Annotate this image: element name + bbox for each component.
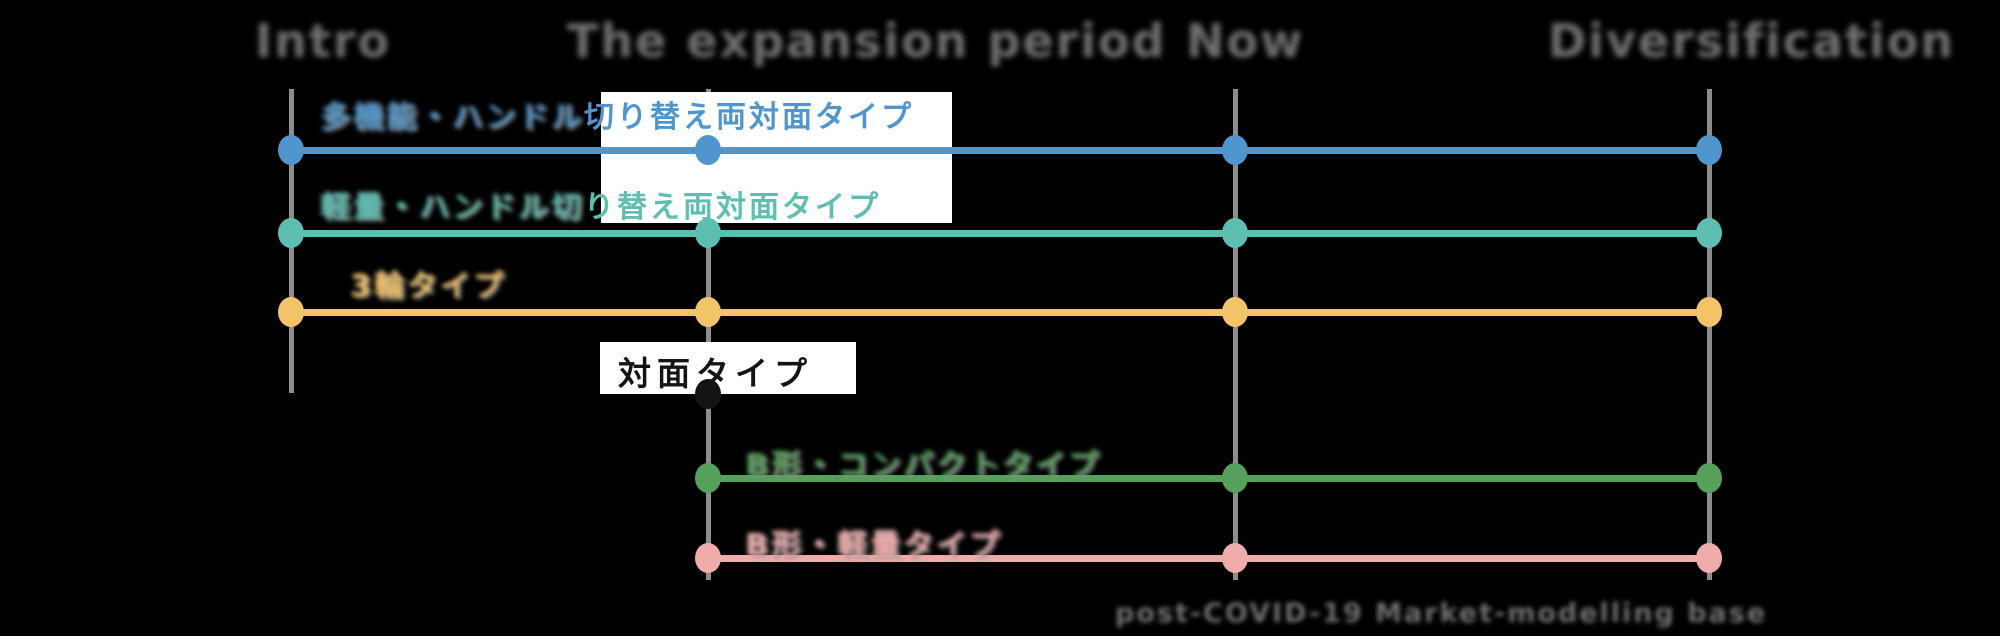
column-header-pixelated: Diversification [1548,14,1956,68]
label-background-box [600,342,856,394]
series-line [708,555,1709,562]
series-line [291,230,1709,237]
series-label: B形・軽量タイプ [745,520,1002,564]
column-header-pixelated: The expansion period [567,14,1167,68]
timeline-column-line [1707,89,1712,580]
timeline-node [1222,135,1248,165]
series-label-clear: り替え両対面タイプ [584,190,881,225]
series-label-pixelated: B形・コンパクトタイプ [745,448,1101,483]
series-label-pixelated: 軽量・ハンドル切 [320,190,584,225]
timeline-node [1696,218,1722,248]
series-label: B形・コンパクトタイプ [745,440,1101,484]
series-label: 3輪タイプ [350,261,506,305]
series-label-pixelated: 3輪タイプ [350,269,506,304]
timeline-node [1696,463,1722,493]
column-header-pixelated: Now [1186,14,1305,68]
timeline-node [278,297,304,327]
series-label-pixelated: 多機能・ハンドル [320,100,584,135]
timeline-node [1222,218,1248,248]
timeline-node [1222,463,1248,493]
series-line [291,309,1709,316]
column-header-pixelated: Intro [255,14,392,68]
caption-pixelated: post-COVID-19 Market-modelling base [1115,598,1768,629]
timeline-node [1222,543,1248,573]
timeline-node [695,379,721,409]
series-label: 対面タイプ [618,347,813,395]
timeline-node [1696,135,1722,165]
timeline-node [1696,543,1722,573]
timeline-column-line [1233,89,1238,580]
timeline-node [695,463,721,493]
series-label-clear: 対面タイプ [618,354,813,393]
timeline-node [695,543,721,573]
timeline-node [1696,297,1722,327]
series-label: 多機能・ハンドル切り替え両対面タイプ [320,92,914,136]
series-label-clear: 切り替え両対面タイプ [584,100,914,135]
series-label-pixelated: B形・軽量タイプ [745,528,1002,563]
timeline-node [695,218,721,248]
timeline-node [1222,297,1248,327]
series-line [708,475,1709,482]
timeline-node [695,297,721,327]
series-label: 軽量・ハンドル切り替え両対面タイプ [320,182,881,226]
timeline-column-line [706,89,711,580]
timeline-node [278,218,304,248]
series-line [291,147,1709,154]
timeline-node [278,135,304,165]
timeline-node [695,135,721,165]
label-background-box [601,92,952,223]
